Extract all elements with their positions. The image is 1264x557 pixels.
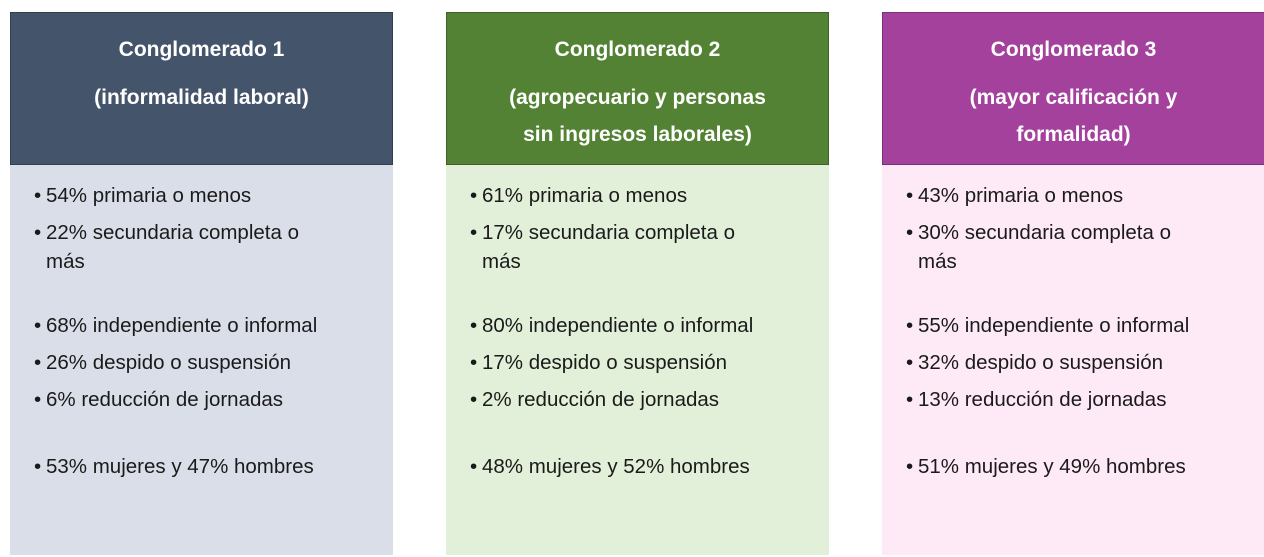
bullet-text: más — [482, 250, 521, 273]
bullet-item: 6% reducción de jornadas — [34, 381, 393, 418]
cluster-subtitle: (informalidad laboral) — [11, 79, 392, 116]
bullet-group: 68% independiente o informal 26% despido … — [34, 307, 393, 418]
cluster-column: Conglomerado 3 (mayor calificación y forma… — [882, 12, 1264, 555]
bullet-group: 61% primaria o menos 17% secundaria compl… — [470, 177, 829, 277]
bullet-item: 48% mujeres y 52% hombres — [470, 448, 829, 485]
bullet-group: 80% independiente o informal 17% despido … — [470, 307, 829, 418]
bullet-item: 53% mujeres y 47% hombres — [34, 448, 393, 485]
cluster-body: 61% primaria o menos 17% secundaria compl… — [446, 165, 829, 555]
cluster-column: Conglomerado 1 (informalidad laboral) 54% … — [10, 12, 393, 555]
bullet-text: 80% independiente o informal — [482, 314, 754, 337]
cluster-body: 54% primaria o menos 22% secundaria compl… — [10, 165, 393, 555]
bullet-group: 55% independiente o informal 32% despido … — [906, 307, 1264, 418]
bullet-item: 61% primaria o menos — [470, 177, 829, 214]
bullet-item: 51% mujeres y 49% hombres — [906, 448, 1264, 485]
bullet-group: 53% mujeres y 47% hombres — [34, 448, 393, 485]
bullet-text: 48% mujeres y 52% hombres — [482, 455, 750, 478]
bullet-item: 54% primaria o menos — [34, 177, 393, 214]
bullet-text: 53% mujeres y 47% hombres — [46, 455, 314, 478]
cluster-title: Conglomerado 2 — [554, 38, 721, 61]
cluster-title: Conglomerado 1 — [118, 38, 285, 61]
bullet-item: 43% primaria o menos — [906, 177, 1264, 214]
bullet-item: 26% despido o suspensión — [34, 344, 393, 381]
subtitle-line: (mayor calificación y — [969, 86, 1178, 109]
bullet-item: 55% independiente o informal — [906, 307, 1264, 344]
bullet-item: 32% despido o suspensión — [906, 344, 1264, 381]
bullet-group: 48% mujeres y 52% hombres — [470, 448, 829, 485]
bullet-item: 17% despido o suspensión — [470, 344, 829, 381]
bullet-item: 2% reducción de jornadas — [470, 381, 829, 418]
subtitle-line: sin ingresos laborales) — [523, 123, 752, 146]
cluster-column: Conglomerado 2 (agropecuario y personas si… — [446, 12, 829, 555]
cluster-header: Conglomerado 2 (agropecuario y personas si… — [446, 12, 829, 165]
bullet-text: 68% independiente o informal — [46, 314, 318, 337]
bullet-text: 51% mujeres y 49% hombres — [918, 455, 1186, 478]
bullet-item: 68% independiente o informal — [34, 307, 393, 344]
bullet-text: 61% primaria o menos — [482, 184, 688, 207]
bullet-item: 30% secundaria completa o más — [906, 214, 1264, 277]
subtitle-line: (informalidad laboral) — [94, 86, 309, 109]
bullet-text: más — [918, 250, 957, 273]
bullet-group: 54% primaria o menos 22% secundaria compl… — [34, 177, 393, 277]
bullet-text: 17% secundaria completa o — [482, 221, 735, 244]
bullet-text: 55% independiente o informal — [918, 314, 1190, 337]
bullet-text: 13% reducción de jornadas — [918, 388, 1167, 411]
bullet-item: 80% independiente o informal — [470, 307, 829, 344]
bullet-text: más — [46, 250, 85, 273]
bullet-group: 51% mujeres y 49% hombres — [906, 448, 1264, 485]
bullet-text: 30% secundaria completa o — [918, 221, 1171, 244]
bullet-group: 43% primaria o menos 30% secundaria compl… — [906, 177, 1264, 277]
cluster-subtitle: (agropecuario y personas sin ingresos lab… — [447, 79, 828, 153]
cluster-body: 43% primaria o menos 30% secundaria compl… — [882, 165, 1264, 555]
subtitle-line: formalidad) — [1016, 123, 1131, 146]
subtitle-line: (agropecuario y personas — [509, 86, 766, 109]
bullet-text: 43% primaria o menos — [918, 184, 1124, 207]
bullet-text: 17% despido o suspensión — [482, 351, 728, 374]
cluster-header: Conglomerado 3 (mayor calificación y forma… — [882, 12, 1264, 165]
bullet-text: 32% despido o suspensión — [918, 351, 1164, 374]
bullet-item: 17% secundaria completa o más — [470, 214, 829, 277]
bullet-item: 13% reducción de jornadas — [906, 381, 1264, 418]
cluster-header: Conglomerado 1 (informalidad laboral) — [10, 12, 393, 165]
cluster-title: Conglomerado 3 — [990, 38, 1157, 61]
bullet-text: 6% reducción de jornadas — [46, 388, 284, 411]
bullet-text: 54% primaria o menos — [46, 184, 252, 207]
bullet-text: 22% secundaria completa o — [46, 221, 299, 244]
bullet-item: 22% secundaria completa o más — [34, 214, 393, 277]
cluster-subtitle: (mayor calificación y formalidad) — [883, 79, 1264, 153]
bullet-text: 2% reducción de jornadas — [482, 388, 720, 411]
bullet-text: 26% despido o suspensión — [46, 351, 292, 374]
